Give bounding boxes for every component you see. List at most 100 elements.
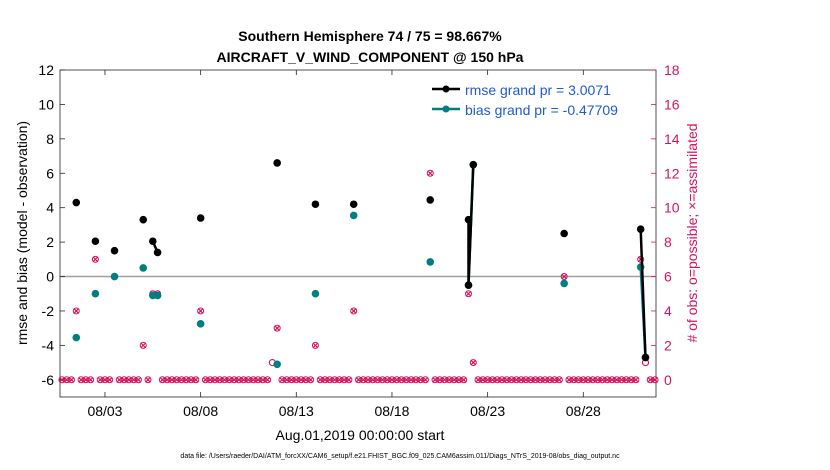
obs-possible-point (288, 376, 296, 384)
x-tick-label: 08/18 (374, 403, 409, 419)
obs-assimilated-point (360, 376, 367, 383)
obs-possible-point (264, 376, 272, 384)
obs-possible-point (115, 376, 123, 384)
y-tick-label: 4 (46, 200, 54, 216)
obs-possible-point (106, 376, 114, 384)
obs-assimilated-point (628, 376, 635, 383)
obs-possible-point (589, 376, 597, 384)
obs-assimilated-point (613, 376, 620, 383)
obs-possible-point (158, 376, 166, 384)
obs-assimilated-point (393, 376, 400, 383)
obs-assimilated-point (618, 376, 625, 383)
y2-axis-label: # of obs: o=possible; ×=assimilated (684, 123, 700, 342)
obs-assimilated-point (422, 376, 429, 383)
obs-possible-point (235, 376, 243, 384)
rmse-point (311, 200, 320, 209)
rmse-point (464, 215, 473, 224)
x-tick-label: 08/13 (279, 403, 314, 419)
obs-assimilated-point (494, 376, 501, 383)
obs-assimilated-point (317, 376, 324, 383)
obs-assimilated-point (97, 376, 104, 383)
obs-assimilated-point (542, 376, 548, 383)
bias-point (426, 258, 435, 266)
y-tick-label: 8 (46, 131, 54, 147)
obs-possible-point (201, 376, 209, 384)
obs-possible-point (594, 376, 602, 384)
obs-assimilated-point (580, 376, 587, 383)
obs-assimilated-point (255, 376, 261, 383)
obs-assimilated-point (599, 376, 606, 383)
obs-assimilated-point (441, 376, 448, 383)
obs-possible-point (417, 376, 425, 384)
obs-possible-point (536, 376, 544, 384)
obs-possible-point (177, 376, 185, 384)
obs-possible-point (622, 376, 630, 384)
obs-assimilated-point (221, 376, 228, 383)
rmse-point (641, 353, 650, 362)
obs-possible-point (570, 376, 578, 384)
obs-possible-point (508, 376, 516, 384)
chart-title-line1: Southern Hemisphere 74 / 75 = 98.667% (238, 28, 502, 44)
obs-assimilated-point (470, 359, 477, 366)
obs-assimilated-point (173, 376, 180, 383)
obs-assimilated-point (140, 342, 147, 349)
y2-tick-label: 0 (664, 372, 672, 388)
y2-tick-label: 2 (664, 337, 672, 353)
obs-assimilated-point (298, 376, 305, 383)
obs-assimilated-point (307, 376, 314, 383)
obs-assimilated-point (68, 376, 75, 383)
obs-possible-point (402, 376, 410, 384)
obs-assimilated-point (389, 376, 395, 383)
bias-point (196, 320, 205, 328)
obs-possible-point (283, 376, 291, 384)
obs-possible-point (517, 376, 525, 384)
obs-possible-point (120, 376, 128, 384)
obs-assimilated-point (279, 376, 285, 383)
y2-tick-label: 10 (664, 200, 680, 216)
y-tick-label: 6 (46, 165, 54, 181)
obs-possible-point (474, 376, 482, 384)
obs-assimilated-point (475, 376, 481, 383)
obs-assimilated-point (82, 376, 89, 383)
obs-count-series (58, 169, 659, 384)
y2-tick-label: 14 (664, 131, 680, 147)
rmse-point (72, 198, 81, 207)
obs-possible-point (527, 376, 535, 384)
obs-assimilated-point (652, 376, 658, 383)
rmse-point (273, 159, 281, 167)
obs-assimilated-point (345, 376, 352, 383)
obs-possible-point (421, 376, 429, 384)
obs-possible-point (374, 376, 382, 384)
obs-assimilated-point (116, 376, 123, 383)
obs-assimilated-point (384, 376, 391, 383)
obs-possible-point (77, 376, 85, 384)
x-tick-label: 08/28 (566, 403, 601, 419)
legend: rmse grand pr = 3.0071 bias grand pr = -… (432, 82, 618, 118)
obs-possible-point (96, 376, 104, 384)
obs-possible-point (364, 376, 372, 384)
obs-possible-point (383, 376, 391, 384)
obs-assimilated-point (451, 376, 458, 383)
obs-possible-point (216, 376, 224, 384)
obs-assimilated-point (274, 325, 281, 332)
obs-assimilated-point (412, 376, 419, 383)
obs-assimilated-point (456, 376, 462, 383)
obs-possible-point (163, 376, 171, 384)
obs-assimilated-point (432, 376, 438, 383)
rmse-point (153, 248, 162, 257)
obs-possible-point (493, 376, 501, 384)
obs-possible-point (192, 376, 200, 384)
obs-possible-point (134, 376, 142, 384)
obs-assimilated-point (570, 376, 577, 383)
obs-assimilated-point (647, 376, 654, 383)
obs-possible-point (398, 376, 406, 384)
obs-possible-point (426, 169, 434, 177)
obs-possible-point (618, 376, 626, 384)
rmse-point (426, 196, 435, 204)
obs-assimilated-point (331, 376, 338, 383)
obs-assimilated-point (92, 256, 99, 263)
obs-assimilated-point (594, 376, 601, 383)
obs-assimilated-point (106, 376, 113, 383)
obs-possible-point (555, 376, 563, 384)
obs-assimilated-point (245, 376, 252, 383)
